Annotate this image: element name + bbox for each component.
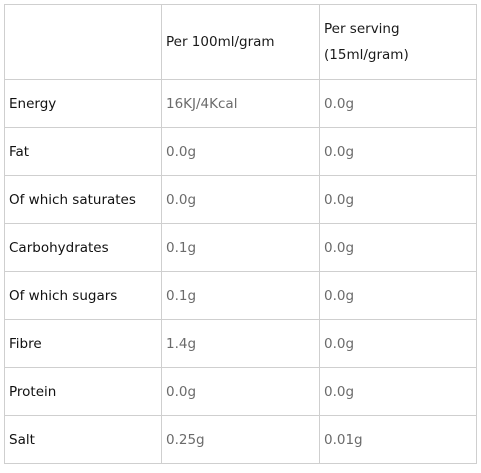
nutrient-label: Energy	[4, 79, 162, 128]
nutrition-table: Per 100ml/gram Per serving (15ml/gram) E…	[4, 4, 477, 464]
value-per-serving: 0.0g	[319, 127, 477, 176]
value-per-serving: 0.0g	[319, 223, 477, 272]
nutrient-label: Fibre	[4, 319, 162, 368]
table-row: Of which sugars 0.1g 0.0g	[4, 271, 477, 320]
table-row: Salt 0.25g 0.01g	[4, 415, 477, 464]
value-per-serving: 0.0g	[319, 367, 477, 416]
nutrient-label: Carbohydrates	[4, 223, 162, 272]
table-row: Energy 16KJ/4Kcal 0.0g	[4, 79, 477, 128]
value-per-serving: 0.0g	[319, 79, 477, 128]
value-per-100: 1.4g	[161, 319, 320, 368]
value-per-100: 0.0g	[161, 175, 320, 224]
value-per-100: 0.0g	[161, 127, 320, 176]
value-per-serving: 0.0g	[319, 319, 477, 368]
nutrient-label: Protein	[4, 367, 162, 416]
table-row: Carbohydrates 0.1g 0.0g	[4, 223, 477, 272]
nutrient-label: Salt	[4, 415, 162, 464]
value-per-100: 0.25g	[161, 415, 320, 464]
value-per-serving: 0.01g	[319, 415, 477, 464]
value-per-100: 0.1g	[161, 223, 320, 272]
value-per-serving: 0.0g	[319, 271, 477, 320]
table-row: Protein 0.0g 0.0g	[4, 367, 477, 416]
table-row: Of which saturates 0.0g 0.0g	[4, 175, 477, 224]
table-header-row: Per 100ml/gram Per serving (15ml/gram)	[4, 4, 477, 80]
nutrient-label: Fat	[4, 127, 162, 176]
value-per-100: 0.1g	[161, 271, 320, 320]
header-per-serving: Per serving (15ml/gram)	[319, 4, 477, 80]
value-per-serving: 0.0g	[319, 175, 477, 224]
header-per-100: Per 100ml/gram	[161, 4, 320, 80]
header-nutrient	[4, 4, 162, 80]
table-row: Fat 0.0g 0.0g	[4, 127, 477, 176]
table-row: Fibre 1.4g 0.0g	[4, 319, 477, 368]
value-per-100: 16KJ/4Kcal	[161, 79, 320, 128]
nutrient-label: Of which saturates	[4, 175, 162, 224]
value-per-100: 0.0g	[161, 367, 320, 416]
nutrient-label: Of which sugars	[4, 271, 162, 320]
